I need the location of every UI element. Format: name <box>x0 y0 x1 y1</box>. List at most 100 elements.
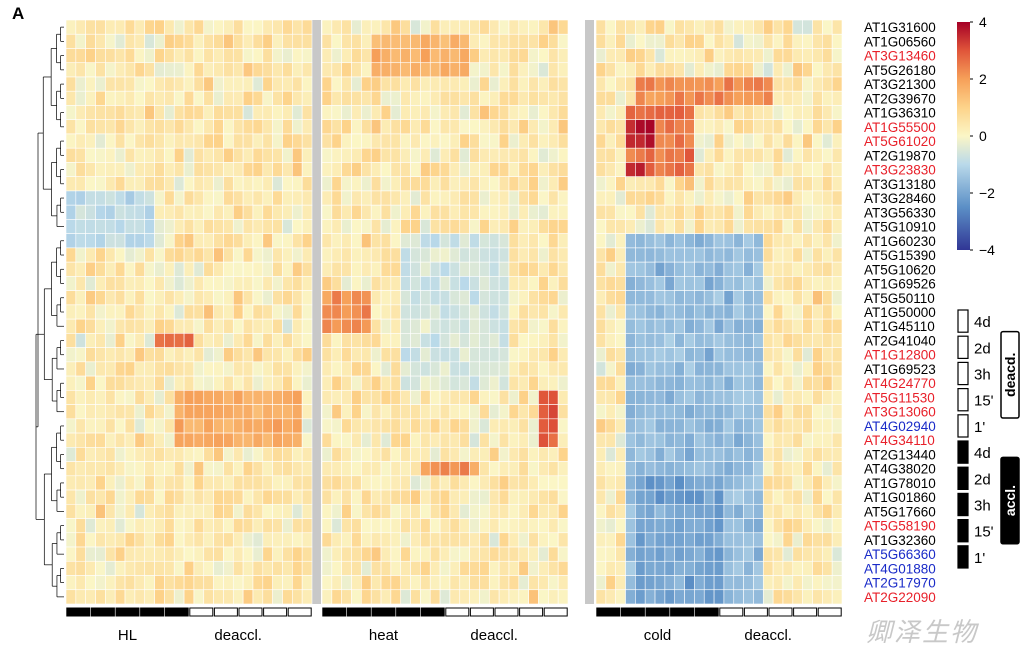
heatmap-cell <box>664 518 676 534</box>
heatmap-cell <box>733 105 744 120</box>
heatmap-cell <box>429 204 441 220</box>
heatmap-cell <box>301 162 313 177</box>
heatmap-cell <box>538 475 549 491</box>
heatmap-cell <box>164 105 175 120</box>
heatmap-cell <box>459 33 470 49</box>
heatmap-cell <box>625 90 636 106</box>
heatmap-cell <box>272 204 283 220</box>
heatmap-cell <box>134 62 146 78</box>
heatmap-cell <box>625 219 636 234</box>
heatmap-cell <box>449 503 461 519</box>
heatmap-cell <box>782 333 794 348</box>
heatmap-cell <box>164 560 175 576</box>
heatmap-cell <box>390 19 402 35</box>
heatmap-cell <box>65 432 77 448</box>
heatmap-cell <box>548 290 559 306</box>
heatmap-cell <box>301 233 313 249</box>
heatmap-cell <box>213 76 224 92</box>
heatmap-cell <box>223 518 234 534</box>
heatmap-cell <box>95 560 106 576</box>
heatmap-cell <box>792 276 803 291</box>
heatmap-cell <box>469 318 480 334</box>
heatmap-cell <box>252 361 264 377</box>
heatmap-cell <box>772 333 784 348</box>
heatmap-cell <box>595 162 607 177</box>
gene-label: AT5G11530 <box>864 391 935 406</box>
heatmap-cell <box>518 347 529 363</box>
heatmap-cell <box>723 447 735 462</box>
heatmap-cell <box>615 162 626 177</box>
heatmap-cell <box>802 48 813 64</box>
heatmap-cell <box>812 418 823 434</box>
heatmap-cell <box>252 560 264 576</box>
block-gap-2 <box>585 20 594 604</box>
heatmap-cell <box>242 560 254 576</box>
heatmap-cell <box>164 546 175 562</box>
heatmap-cell <box>75 176 86 192</box>
heatmap-cell <box>164 390 175 405</box>
heatmap-cell <box>469 247 480 263</box>
heatmap-cell <box>361 204 372 220</box>
heatmap-cell <box>644 518 656 534</box>
heatmap-cell <box>772 589 784 605</box>
heatmap-cell <box>615 390 626 405</box>
heatmap-cell <box>144 532 155 548</box>
heatmap-cell <box>595 418 607 434</box>
heatmap-cell <box>272 90 283 106</box>
heatmap-cell <box>95 575 106 591</box>
heatmap-cell <box>321 276 333 291</box>
heatmap-cell <box>782 375 794 391</box>
heatmap-cell <box>242 347 254 363</box>
heatmap-cell <box>557 375 569 391</box>
heatmap-cell <box>822 190 833 206</box>
heatmap-cell <box>762 432 774 448</box>
heatmap-cell <box>625 247 636 263</box>
heatmap-cell <box>213 390 224 405</box>
heatmap-cell <box>105 261 116 277</box>
heatmap-cell <box>213 105 224 120</box>
heatmap-cell <box>723 90 735 106</box>
heatmap-cell <box>380 261 392 277</box>
heatmap-cell <box>400 532 411 548</box>
heatmap-cell <box>782 119 794 135</box>
heatmap-cell <box>762 233 774 249</box>
heatmap-cell <box>449 162 461 177</box>
heatmap-cell <box>508 489 520 505</box>
heatmap-cell <box>272 418 283 434</box>
heatmap-cell <box>341 589 352 605</box>
heatmap-cell <box>173 247 185 263</box>
heatmap-cell <box>802 404 813 420</box>
heatmap-cell <box>105 304 116 320</box>
timepoint-bar <box>957 388 969 412</box>
heatmap-cell <box>380 204 392 220</box>
heatmap-cell <box>792 147 803 163</box>
heatmap-cell <box>95 461 106 477</box>
heatmap-cell <box>498 62 510 78</box>
heatmap-cell <box>154 19 165 35</box>
heatmap-cell <box>75 105 86 120</box>
heatmap-cell <box>831 133 843 149</box>
heatmap-cell <box>173 560 185 576</box>
heatmap-cell <box>557 219 569 234</box>
heatmap-cell <box>772 105 784 120</box>
heatmap-cell <box>439 589 451 605</box>
heatmap-cell <box>498 560 510 576</box>
heatmap-cell <box>95 347 106 363</box>
heatmap-cell <box>183 62 195 78</box>
heatmap-cell <box>262 276 273 291</box>
heatmap-cell <box>733 176 744 192</box>
heatmap-cell <box>114 119 126 135</box>
heatmap-cell <box>213 333 224 348</box>
heatmap-cell <box>479 19 490 35</box>
heatmap-cell <box>203 447 214 462</box>
heatmap-cell <box>762 48 774 64</box>
heatmap-cell <box>390 390 402 405</box>
heatmap-cell <box>351 447 362 462</box>
heatmap-cell <box>459 219 470 234</box>
heatmap-cell <box>193 390 205 405</box>
heatmap-cell <box>164 461 175 477</box>
heatmap-cell <box>615 503 626 519</box>
heatmap-cell <box>183 461 195 477</box>
heatmap-cell <box>615 190 626 206</box>
heatmap-cell <box>262 518 273 534</box>
